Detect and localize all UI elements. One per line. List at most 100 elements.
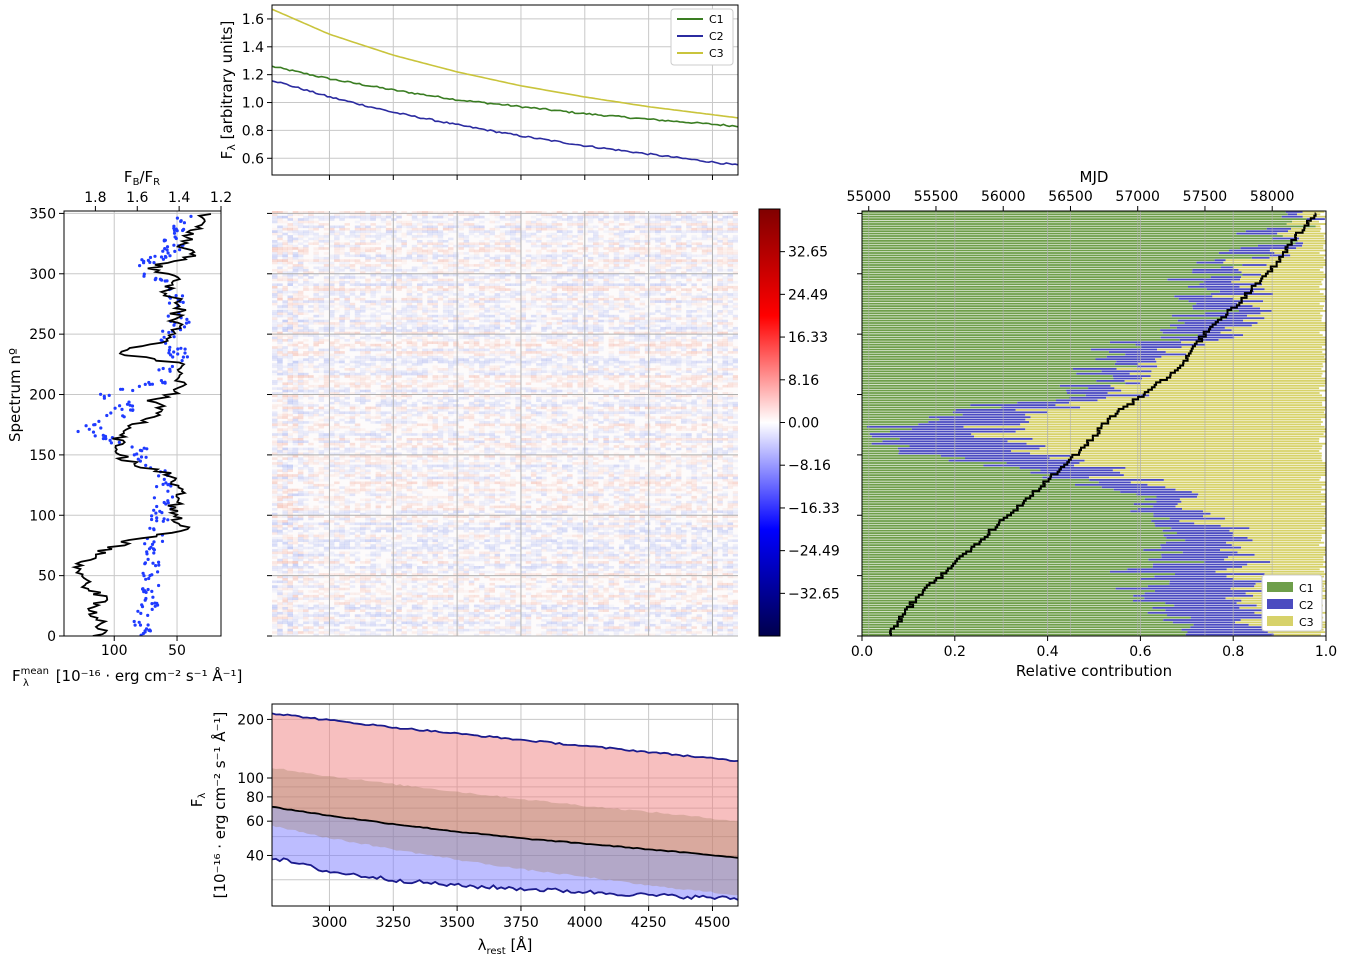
heatmap-cell	[437, 351, 444, 354]
heatmap-cell	[375, 273, 382, 277]
heatmap-cell	[277, 314, 283, 318]
heatmap-cell	[505, 346, 511, 349]
heatmap-cell	[479, 215, 485, 219]
heatmap-cell	[349, 348, 356, 352]
heatmap-cell	[427, 247, 433, 250]
heatmap-cell	[453, 293, 459, 296]
heatmap-cell	[282, 211, 288, 214]
heatmap-cell	[463, 312, 470, 315]
heatmap-cell	[391, 310, 397, 313]
heatmap-cell	[530, 297, 537, 301]
heatmap-cell	[417, 220, 423, 224]
heatmap-cell	[634, 254, 640, 258]
heatmap-cell	[598, 256, 604, 260]
heatmap-cell	[618, 331, 625, 335]
heatmap-cell	[515, 297, 521, 301]
heatmap-cell	[479, 365, 485, 369]
heatmap-cell	[499, 215, 506, 219]
heatmap-cell	[536, 348, 542, 352]
heatmap-cell	[463, 336, 470, 340]
heatmap-cell	[318, 290, 325, 294]
heatmap-cell	[515, 213, 521, 216]
heatmap-cell	[593, 363, 599, 366]
heatmap-cell	[484, 375, 490, 378]
heatmap-cell	[303, 249, 309, 253]
heatmap-cell	[401, 372, 407, 376]
heatmap-cell	[385, 247, 392, 250]
ratio-point	[152, 540, 156, 544]
heatmap-cell	[411, 365, 418, 369]
heatmap-cell	[701, 355, 708, 359]
heatmap-cell	[313, 300, 319, 303]
ratio-point	[138, 623, 143, 627]
heatmap-cell	[530, 331, 537, 335]
heatmap-cell	[411, 276, 418, 279]
heatmap-cell	[292, 375, 299, 378]
heatmap-cell	[655, 324, 661, 328]
heatmap-cell	[562, 365, 568, 369]
heatmap-cell	[427, 295, 433, 299]
heatmap-cell	[494, 372, 501, 376]
heatmap-cell	[442, 310, 449, 313]
heatmap-cell	[660, 363, 666, 366]
heatmap-cell	[287, 273, 293, 277]
heatmap-cell	[427, 225, 433, 229]
heatmap-cell	[562, 355, 568, 359]
heatmap-cell	[665, 290, 671, 294]
tick-label: 100	[101, 643, 128, 659]
heatmap-cell	[670, 331, 677, 335]
heatmap-cell	[277, 232, 283, 236]
ratio-point	[171, 355, 175, 359]
heatmap-cell	[644, 346, 651, 349]
heatmap-cell	[360, 310, 366, 313]
heatmap-cell	[598, 290, 604, 294]
heatmap-cell	[463, 271, 470, 274]
heatmap-cell	[432, 358, 438, 361]
heatmap-cell	[660, 256, 666, 260]
heatmap-cell	[272, 283, 278, 286]
ratio-point	[150, 607, 154, 612]
heatmap-cell	[618, 244, 625, 248]
ratio-point	[152, 496, 156, 500]
tick-label: 0.8	[242, 123, 264, 139]
heatmap-cell	[691, 300, 697, 303]
heatmap-cell	[417, 249, 423, 253]
heatmap-cell	[577, 307, 583, 311]
heatmap-cell	[391, 285, 397, 289]
heatmap-cell	[525, 227, 532, 231]
heatmap-cell	[577, 322, 583, 325]
heatmap-cell	[593, 389, 599, 393]
heatmap-cell	[468, 223, 475, 226]
heatmap-cell	[334, 288, 340, 291]
heatmap-cell	[365, 319, 371, 323]
heatmap-cell	[706, 293, 713, 296]
heatmap-cell	[323, 281, 330, 284]
heatmap-cell	[303, 244, 309, 248]
heatmap-cell	[691, 220, 697, 224]
heatmap-cell	[458, 220, 464, 224]
heatmap-cell	[613, 283, 620, 286]
heatmap-cell	[282, 324, 288, 328]
heatmap-cell	[411, 346, 418, 349]
heatmap-cell	[365, 307, 371, 311]
heatmap-cell	[562, 314, 568, 318]
heatmap-cell	[313, 314, 319, 318]
heatmap-cell	[717, 334, 723, 337]
heatmap-cell	[536, 363, 542, 366]
heatmap-cell	[396, 237, 402, 241]
heatmap-cell	[634, 319, 640, 323]
heatmap-cell	[411, 370, 418, 373]
heatmap-cell	[479, 290, 485, 294]
heatmap-cell	[385, 368, 392, 371]
heatmap-cell	[484, 334, 490, 337]
heatmap-cell	[608, 227, 615, 231]
heatmap-cell	[432, 384, 438, 388]
heatmap-cell	[686, 310, 692, 313]
heatmap-cell	[706, 331, 713, 335]
heatmap-cell	[577, 339, 583, 342]
heatmap-cell	[411, 211, 418, 214]
heatmap-cell	[629, 339, 635, 342]
heatmap-cell	[349, 319, 356, 323]
heatmap-cell	[375, 382, 382, 385]
heatmap-cell	[437, 343, 444, 347]
